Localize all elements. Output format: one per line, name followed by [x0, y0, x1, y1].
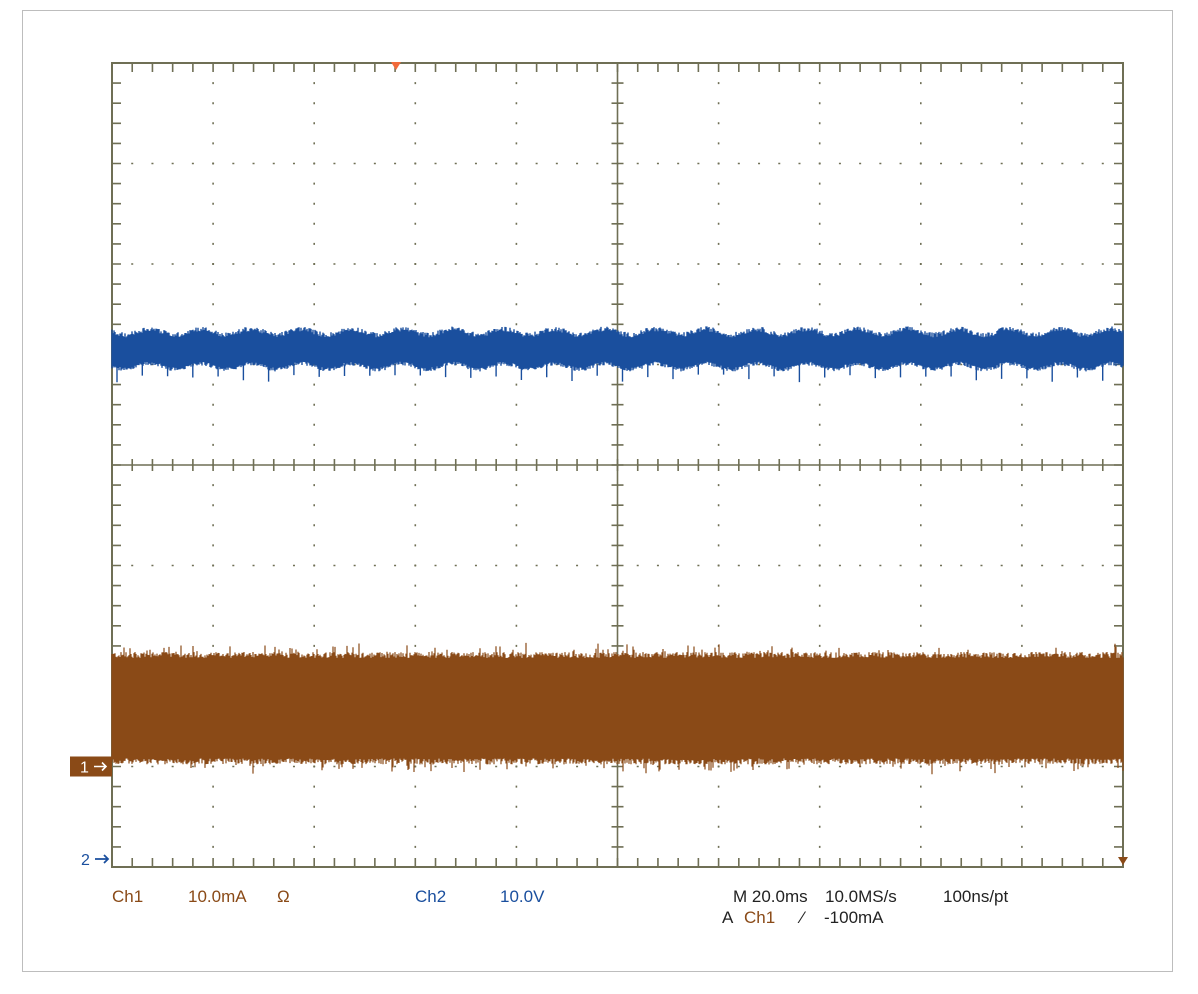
ch2-label: Ch2 — [415, 887, 447, 906]
ch1-label: Ch1 — [112, 887, 144, 906]
ch2-marker-label: 2 — [81, 852, 90, 869]
ch1-trace-fill — [112, 661, 1123, 755]
ch1-coupling: Ω — [277, 887, 290, 906]
ch2-trace — [111, 326, 1124, 383]
ch2-scale: 10.0V — [500, 887, 545, 906]
timebase-readout: M 20.0ms — [733, 887, 808, 906]
ch1-scale: 10.0mA — [188, 887, 247, 906]
trigger-level-readout: -100mA — [824, 908, 884, 927]
ch1-marker-arrow — [94, 761, 108, 772]
trigger-slope-icon: ⁄ — [801, 908, 804, 927]
ch1-marker-bg — [70, 756, 112, 777]
trigger-position-marker — [391, 62, 401, 70]
sample-rate-readout: 10.0MS/s — [825, 887, 897, 906]
trigger-level-marker — [1118, 857, 1128, 865]
trigger-source-readout: Ch1 — [744, 908, 776, 927]
oscilloscope-display: 12 — [70, 62, 1128, 869]
ch1-marker-label: 1 — [80, 760, 89, 777]
ch2-marker-arrow — [95, 854, 110, 864]
trigger-mode-readout: A — [722, 908, 734, 927]
resolution-readout: 100ns/pt — [943, 887, 1009, 906]
